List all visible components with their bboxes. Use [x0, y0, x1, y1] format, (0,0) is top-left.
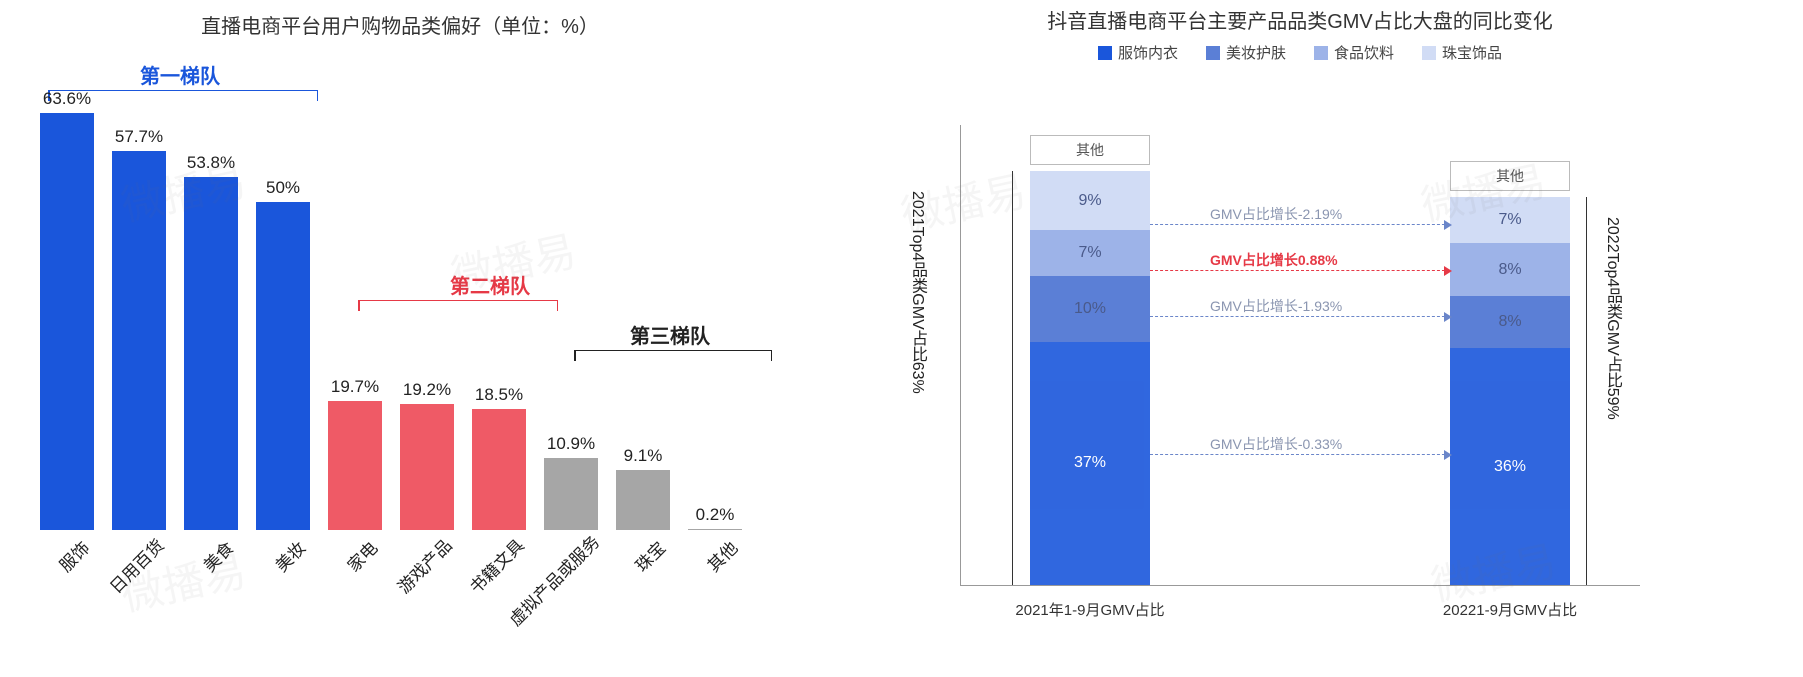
arrow-head-icon: [1444, 220, 1452, 230]
left-bars-area: 63.6%服饰 57.7%日用百货 53.8%美食 50%美妆 19.7%家电 19.2%…: [40, 110, 780, 530]
legend-item: 服饰内衣: [1098, 42, 1178, 63]
bar-category-label: 珠宝: [628, 535, 670, 577]
change-arrow: [1150, 316, 1450, 317]
left-chart-title: 直播电商平台用户购物品类偏好（单位：%）: [20, 10, 780, 39]
stack-segment: 8%: [1450, 296, 1570, 349]
legend-label: 食品饮料: [1334, 42, 1394, 63]
stack-segment: 37%: [1030, 342, 1150, 585]
bar: [184, 177, 238, 530]
legend-label: 服饰内衣: [1118, 42, 1178, 63]
y-axis: [960, 125, 961, 585]
change-note: GMV占比增长-1.93%: [1210, 296, 1342, 316]
arrow-head-icon: [1444, 450, 1452, 460]
legend-swatch: [1422, 46, 1436, 60]
bar-category-label: 书籍文具: [463, 532, 529, 598]
legend-swatch: [1206, 46, 1220, 60]
right-stacked-area: 37%10%7%9%其他2021年1-9月GMV占比2021Top4品类GMV占…: [960, 125, 1640, 585]
other-box: 其他: [1450, 161, 1570, 191]
bar-category-label: 美妆: [268, 535, 310, 577]
side-total-label: 2021Top4品类GMV占比63%: [905, 191, 929, 565]
bar-value-label: 57.7%: [112, 127, 166, 147]
bar: [688, 529, 742, 530]
legend-item: 食品饮料: [1314, 42, 1394, 63]
bar-category-label: 日用百货: [103, 532, 169, 598]
bar: [40, 113, 94, 530]
change-arrow: [1150, 454, 1450, 455]
change-arrow: [1150, 224, 1450, 225]
bar-category-label: 其他: [700, 535, 742, 577]
bar-slot: 19.2%游戏产品: [400, 110, 454, 530]
bar-slot: 53.8%美食: [184, 110, 238, 530]
side-brace: [1576, 197, 1598, 585]
bar-category-label: 家电: [340, 535, 382, 577]
bar-value-label: 19.2%: [400, 380, 454, 400]
legend-item: 珠宝饰品: [1422, 42, 1502, 63]
column-x-label: 20221-9月GMV占比: [1390, 585, 1630, 620]
bar-category-label: 美食: [196, 535, 238, 577]
right-chart-title: 抖音直播电商平台主要产品品类GMV占比大盘的同比变化: [830, 5, 1770, 34]
bar-slot: 9.1%珠宝: [616, 110, 670, 530]
bar-value-label: 50%: [256, 178, 310, 198]
legend-label: 珠宝饰品: [1442, 42, 1502, 63]
legend-item: 美妆护肤: [1206, 42, 1286, 63]
bar-value-label: 0.2%: [688, 505, 742, 525]
change-note: GMV占比增长-0.33%: [1210, 434, 1342, 454]
bar-category-label: 游戏产品: [391, 532, 457, 598]
bar-value-label: 63.6%: [40, 89, 94, 109]
stack-segment: 7%: [1030, 230, 1150, 276]
bar-value-label: 19.7%: [328, 377, 382, 397]
bar: [112, 151, 166, 530]
bar: [400, 404, 454, 530]
side-total-label: 2022Top4品类GMV占比59%: [1600, 217, 1624, 565]
bar-slot: 19.7%家电: [328, 110, 382, 530]
bar: [544, 458, 598, 530]
tier1-label: 第一梯队: [140, 60, 220, 89]
bar-slot: 0.2%其他: [688, 110, 742, 530]
left-chart: 直播电商平台用户购物品类偏好（单位：%） 第一梯队 第二梯队 第三梯队 63.6…: [20, 10, 780, 650]
change-note: GMV占比增长0.88%: [1210, 250, 1338, 270]
bar: [616, 470, 670, 530]
stack-segment: 8%: [1450, 243, 1570, 296]
bar-value-label: 10.9%: [544, 434, 598, 454]
bar-slot: 50%美妆: [256, 110, 310, 530]
bar: [472, 409, 526, 530]
change-arrow: [1150, 270, 1450, 271]
bar-slot: 57.7%日用百货: [112, 110, 166, 530]
arrow-head-icon: [1444, 312, 1452, 322]
side-brace: [1002, 171, 1024, 585]
bar-value-label: 9.1%: [616, 446, 670, 466]
legend-swatch: [1314, 46, 1328, 60]
right-legend: 服饰内衣 美妆护肤 食品饮料 珠宝饰品: [830, 42, 1770, 64]
stacked-column: 37%10%7%9%其他2021年1-9月GMV占比: [1030, 125, 1150, 585]
column-x-label: 2021年1-9月GMV占比: [970, 585, 1210, 620]
bar: [328, 401, 382, 530]
bar-value-label: 18.5%: [472, 385, 526, 405]
stack-segment: 10%: [1030, 276, 1150, 342]
stack-segment: 36%: [1450, 348, 1570, 585]
right-chart: 抖音直播电商平台主要产品品类GMV占比大盘的同比变化 服饰内衣 美妆护肤 食品饮料 珠…: [830, 5, 1770, 665]
legend-label: 美妆护肤: [1226, 42, 1286, 63]
stacked-column: 36%8%8%7%其他20221-9月GMV占比: [1450, 125, 1570, 585]
stack-segment: 9%: [1030, 171, 1150, 230]
legend-swatch: [1098, 46, 1112, 60]
bar-slot: 10.9%虚拟产品或服务: [544, 110, 598, 530]
bar-slot: 18.5%书籍文具: [472, 110, 526, 530]
stack-segment: 7%: [1450, 197, 1570, 243]
bar-value-label: 53.8%: [184, 153, 238, 173]
arrow-head-icon: [1444, 266, 1452, 276]
change-note: GMV占比增长-2.19%: [1210, 204, 1342, 224]
other-box: 其他: [1030, 135, 1150, 165]
bar: [256, 202, 310, 530]
bar-slot: 63.6%服饰: [40, 110, 94, 530]
bar-category-label: 服饰: [52, 535, 94, 577]
